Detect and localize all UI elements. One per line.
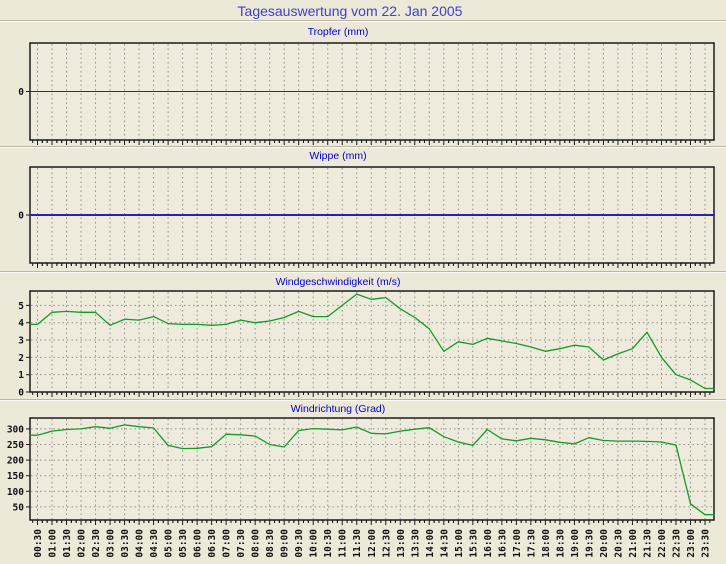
svg-text:02:30: 02:30 xyxy=(91,529,102,558)
svg-text:22:00: 22:00 xyxy=(657,529,668,558)
svg-text:11:30: 11:30 xyxy=(352,529,363,558)
panel-title-tropfer: Tropfer (mm) xyxy=(307,26,369,38)
svg-text:17:00: 17:00 xyxy=(512,529,523,558)
svg-text:2: 2 xyxy=(18,353,24,364)
svg-text:06:00: 06:00 xyxy=(193,529,204,558)
windgeschwindigkeit-chart: 0 1 2 3 4 5 xyxy=(18,290,715,398)
panel-title-wippe: Wippe (mm) xyxy=(309,150,367,162)
svg-text:13:00: 13:00 xyxy=(396,529,407,558)
wippe-chart: 0 xyxy=(18,166,715,268)
svg-text:07:30: 07:30 xyxy=(236,529,247,558)
separator-line xyxy=(0,146,726,148)
svg-text:03:00: 03:00 xyxy=(106,529,117,558)
svg-text:02:00: 02:00 xyxy=(77,529,88,558)
svg-text:100: 100 xyxy=(7,487,24,498)
svg-text:250: 250 xyxy=(7,440,24,451)
panel-title-windrichtung: Windrichtung (Grad) xyxy=(290,403,386,415)
svg-text:15:30: 15:30 xyxy=(468,529,479,558)
svg-text:14:00: 14:00 xyxy=(425,529,436,558)
svg-text:20:30: 20:30 xyxy=(613,529,624,558)
page-title: Tagesauswertung vom 22. Jan 2005 xyxy=(237,3,463,19)
svg-text:06:30: 06:30 xyxy=(207,529,218,558)
svg-text:16:30: 16:30 xyxy=(497,529,508,558)
svg-text:01:00: 01:00 xyxy=(48,529,59,558)
svg-text:04:30: 04:30 xyxy=(149,529,160,558)
svg-text:17:30: 17:30 xyxy=(526,529,537,558)
svg-text:07:00: 07:00 xyxy=(222,529,233,558)
svg-text:18:30: 18:30 xyxy=(555,529,566,558)
svg-text:15:00: 15:00 xyxy=(454,529,465,558)
svg-text:4: 4 xyxy=(18,318,24,329)
svg-text:13:30: 13:30 xyxy=(410,529,421,558)
svg-text:19:30: 19:30 xyxy=(584,529,595,558)
svg-text:11:00: 11:00 xyxy=(338,529,349,558)
svg-text:150: 150 xyxy=(7,471,24,482)
svg-text:0: 0 xyxy=(18,211,24,222)
svg-text:08:00: 08:00 xyxy=(251,529,262,558)
svg-text:3: 3 xyxy=(18,336,24,347)
svg-text:04:00: 04:00 xyxy=(135,529,146,558)
svg-text:21:30: 21:30 xyxy=(642,529,653,558)
svg-text:1: 1 xyxy=(18,370,24,381)
svg-text:20:00: 20:00 xyxy=(599,529,610,558)
svg-text:00:30: 00:30 xyxy=(33,529,44,558)
separator-line xyxy=(0,271,726,273)
svg-text:18:00: 18:00 xyxy=(541,529,552,558)
svg-text:200: 200 xyxy=(7,456,24,467)
tropfer-chart: 0 xyxy=(18,42,715,145)
svg-text:09:30: 09:30 xyxy=(294,529,305,558)
svg-text:12:30: 12:30 xyxy=(381,529,392,558)
svg-text:09:00: 09:00 xyxy=(280,529,291,558)
svg-text:50: 50 xyxy=(13,502,25,513)
panel-title-windgeschwindigkeit: Windgeschwindigkeit (m/s) xyxy=(275,276,401,288)
svg-text:23:00: 23:00 xyxy=(686,529,697,558)
svg-text:300: 300 xyxy=(7,424,24,435)
svg-text:0: 0 xyxy=(18,388,24,398)
svg-text:23:30: 23:30 xyxy=(701,529,712,558)
svg-text:21:00: 21:00 xyxy=(628,529,639,558)
svg-text:01:30: 01:30 xyxy=(62,529,73,558)
svg-text:08:30: 08:30 xyxy=(265,529,276,558)
separator-line xyxy=(0,20,726,22)
svg-text:03:30: 03:30 xyxy=(120,529,131,558)
svg-text:12:00: 12:00 xyxy=(367,529,378,558)
svg-text:14:30: 14:30 xyxy=(439,529,450,558)
svg-text:10:00: 10:00 xyxy=(309,529,320,558)
svg-text:05:00: 05:00 xyxy=(164,529,175,558)
svg-text:22:30: 22:30 xyxy=(671,529,682,558)
svg-text:5: 5 xyxy=(18,301,24,312)
svg-text:05:30: 05:30 xyxy=(178,529,189,558)
svg-text:16:00: 16:00 xyxy=(483,529,494,558)
separator-line xyxy=(0,399,726,401)
svg-text:0: 0 xyxy=(18,87,24,98)
windrichtung-chart: 50 100 150 200 250 300 00:30 01:00 01:30 02:00 02:… xyxy=(7,417,715,558)
svg-text:10:30: 10:30 xyxy=(323,529,334,558)
svg-text:19:00: 19:00 xyxy=(570,529,581,558)
